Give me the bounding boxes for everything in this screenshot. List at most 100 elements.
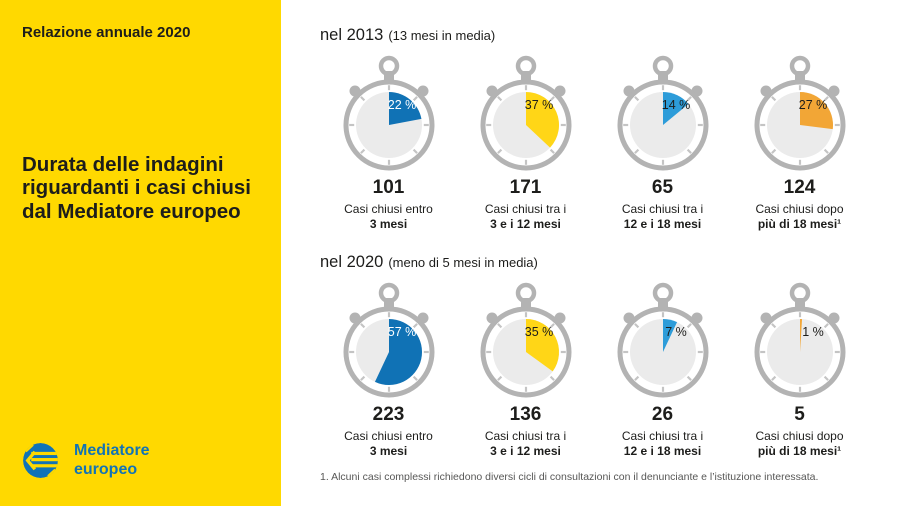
case-count: 101 xyxy=(372,177,405,198)
stopwatch-icon: 7 % xyxy=(617,283,708,398)
stopwatch-tick xyxy=(549,148,555,154)
stopwatch-figure-1-1: 35 % 136 Casi chiusi tra i 3 e i 12 mesi xyxy=(457,280,594,458)
case-label-line-2: 12 e i 18 mesi xyxy=(623,216,702,231)
stopwatch-tick xyxy=(549,323,555,329)
stopwatch-tick xyxy=(359,148,365,154)
stopwatch-caption: 223 Casi chiusi entro 3 mesi xyxy=(320,404,457,458)
stopwatch-tick xyxy=(412,96,418,102)
pie-slice xyxy=(662,92,688,125)
pie-slice xyxy=(662,319,677,353)
percent-label: 57 % xyxy=(387,325,416,339)
stopwatch-figure-0-0: 22 % 101 Casi chiusi entro 3 mesi xyxy=(320,53,457,231)
percent-label: 22 % xyxy=(387,98,416,112)
case-label-line-1: Casi chiusi tra i xyxy=(484,429,567,444)
percent-label: 37 % xyxy=(524,98,553,112)
stopwatch-figure-0-3: 27 % 124 Casi chiusi dopo più di 18 mesi… xyxy=(731,53,868,231)
case-count: 5 xyxy=(794,404,805,426)
stopwatch-icon: 35 % xyxy=(480,283,571,398)
stopwatch-stem xyxy=(520,298,531,310)
stopwatch-stem xyxy=(657,298,668,310)
logo-text-line-1: Mediatore xyxy=(74,441,150,459)
group-sublabel: (meno di 5 mesi in media) xyxy=(388,255,538,271)
stopwatch-icon: 37 % xyxy=(480,55,571,171)
case-label-line-1: Casi chiusi tra i xyxy=(621,429,704,444)
case-label-line-1: Casi chiusi tra i xyxy=(484,202,567,216)
stopwatch-figure-1-0: 57 % 223 Casi chiusi entro 3 mesi xyxy=(320,280,457,458)
case-label-line-1: Casi chiusi tra i xyxy=(621,202,704,216)
case-label-line-2: 3 mesi xyxy=(369,216,408,231)
case-count: 26 xyxy=(651,404,674,426)
pie-slice xyxy=(525,92,559,148)
stopwatch-icon: 57 % xyxy=(343,283,434,398)
stopwatch-tick xyxy=(412,323,418,329)
stopwatch-tick xyxy=(686,376,692,382)
page-title-line-2: riguardanti i casi chiusi xyxy=(22,176,251,200)
page-title-line-3: dal Mediatore europeo xyxy=(22,199,241,223)
stopwatch-figure-0-2: 14 % 65 Casi chiusi tra i 12 e i 18 mesi xyxy=(594,53,731,231)
case-label-line-2: 3 mesi xyxy=(369,443,408,458)
stopwatch-caption: 136 Casi chiusi tra i 3 e i 12 mesi xyxy=(457,404,594,458)
logo: Mediatore europeo xyxy=(22,441,150,480)
percent-label: 27 % xyxy=(798,98,827,112)
stopwatch-tick xyxy=(633,96,639,102)
percent-label: 7 % xyxy=(665,325,687,339)
sidebar: Relazione annuale 2020 Durata delle inda… xyxy=(0,0,281,506)
figures-row-2020: 57 % 223 Casi chiusi entro 3 mesi 35 % 1… xyxy=(320,280,900,458)
stopwatch-stem xyxy=(794,298,805,310)
stopwatch-tick xyxy=(359,323,365,329)
stopwatch-stem xyxy=(657,71,668,82)
report-title: Relazione annuale 2020 xyxy=(22,24,191,41)
case-label-line-1: Casi chiusi dopo xyxy=(755,429,844,444)
logo-text-line-2: europeo xyxy=(74,461,138,479)
stopwatch-tick xyxy=(823,96,829,102)
stopwatch-tick xyxy=(823,376,829,382)
case-count: 65 xyxy=(651,177,674,198)
case-count: 124 xyxy=(783,177,816,198)
stopwatch-figure-0-1: 37 % 171 Casi chiusi tra i 3 e i 12 mesi xyxy=(457,53,594,231)
stopwatch-icon: 1 % xyxy=(754,283,845,398)
pie-slice xyxy=(388,92,421,125)
group-label: nel 2020 xyxy=(320,253,384,272)
stopwatch-tick xyxy=(496,376,502,382)
stopwatch-stem xyxy=(520,71,531,82)
stopwatch-tick xyxy=(686,323,692,329)
stopwatch-tick xyxy=(823,148,829,154)
stopwatch-caption: 101 Casi chiusi entro 3 mesi xyxy=(320,177,457,231)
logo-text: Mediatore europeo xyxy=(74,441,150,480)
stopwatch-tick xyxy=(496,96,502,102)
stopwatch-tick xyxy=(770,376,776,382)
stopwatch-icon: 27 % xyxy=(754,55,845,171)
stopwatch-tick xyxy=(770,323,776,329)
stopwatch-icon: 14 % xyxy=(617,55,708,171)
stopwatch-figure-1-3: 1 % 5 Casi chiusi dopo più di 18 mesi¹ xyxy=(731,280,868,458)
ombudsman-logo-icon xyxy=(22,442,59,479)
case-label-line-2: 3 e i 12 mesi xyxy=(490,443,561,458)
pie-slice xyxy=(525,319,559,372)
stopwatch-caption: 65 Casi chiusi tra i 12 e i 18 mesi xyxy=(594,177,731,231)
case-label-line-2: più di 18 mesi¹ xyxy=(757,443,842,458)
case-label-line-1: Casi chiusi entro xyxy=(344,202,433,216)
case-count: 171 xyxy=(509,177,542,198)
stopwatch-tick xyxy=(549,376,555,382)
case-label-line-2: 12 e i 18 mesi xyxy=(623,443,702,458)
pie-slice xyxy=(374,319,422,386)
stopwatch-tick xyxy=(549,96,555,102)
group-header-2013: nel 2013 (13 mesi in media) xyxy=(320,26,900,45)
stopwatch-tick xyxy=(496,323,502,329)
stopwatch-caption: 5 Casi chiusi dopo più di 18 mesi¹ xyxy=(731,404,868,458)
case-count: 223 xyxy=(372,404,405,426)
stopwatch-figure-1-2: 7 % 26 Casi chiusi tra i 12 e i 18 mesi xyxy=(594,280,731,458)
group-header-2020: nel 2020 (meno di 5 mesi in media) xyxy=(320,253,900,272)
page-title: Durata delle indagini riguardanti i casi … xyxy=(22,153,263,223)
case-label-line-2: 3 e i 12 mesi xyxy=(490,216,561,231)
pie-slice xyxy=(799,319,802,353)
stopwatch-tick xyxy=(823,323,829,329)
stopwatch-caption: 26 Casi chiusi tra i 12 e i 18 mesi xyxy=(594,404,731,458)
stopwatch-tick xyxy=(496,148,502,154)
group-label: nel 2013 xyxy=(320,26,384,44)
case-label-line-1: Casi chiusi dopo xyxy=(755,202,844,216)
stopwatch-tick xyxy=(633,376,639,382)
stopwatch-stem xyxy=(383,298,394,310)
stopwatch-tick xyxy=(359,96,365,102)
chart-group-2020: nel 2020 (meno di 5 mesi in media) 57 % 2… xyxy=(320,253,900,458)
